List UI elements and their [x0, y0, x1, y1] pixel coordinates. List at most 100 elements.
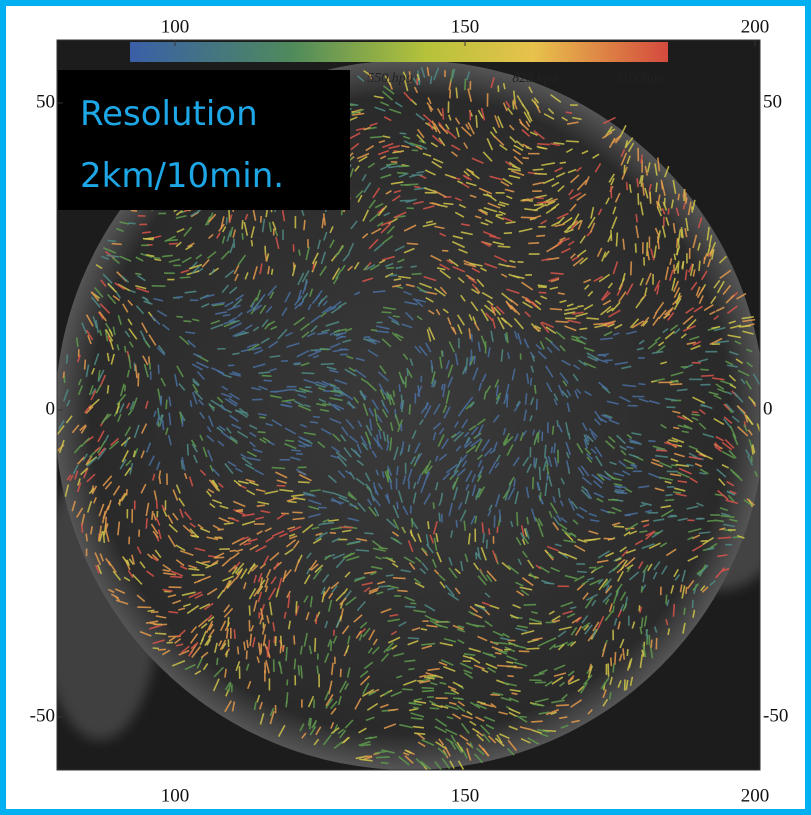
wind-vector: [508, 676, 514, 677]
y-tick-label: 0: [46, 398, 56, 419]
wind-vector: [281, 636, 282, 646]
wind-vector: [217, 658, 218, 665]
colorbar-label: 1100hpa: [616, 71, 664, 86]
wind-vector: [302, 373, 315, 374]
wind-vector: [700, 369, 709, 370]
wind-vector: [315, 638, 316, 652]
wind-vector: [631, 261, 632, 275]
wind-vector: [456, 520, 457, 528]
wind-vector: [399, 384, 400, 392]
colorbar: [130, 42, 668, 62]
wind-vector: [497, 665, 510, 666]
wind-vector: [528, 243, 539, 244]
wind-vector: [604, 538, 614, 539]
wind-vector: [269, 640, 270, 650]
wind-vector: [535, 385, 536, 394]
wind-vector: [577, 572, 587, 573]
wind-vector: [566, 112, 573, 113]
wind-vector: [624, 165, 625, 174]
wind-vector: [272, 269, 273, 275]
wind-vector: [381, 763, 389, 764]
wind-vector: [421, 629, 427, 630]
wind-vector: [226, 651, 227, 657]
wind-vector: [409, 404, 410, 414]
colorbar-label: 825.hpa: [512, 71, 558, 86]
wind-vector: [670, 384, 682, 385]
wind-vector: [474, 356, 475, 365]
wind-vector: [650, 191, 651, 204]
wind-vector: [225, 669, 226, 678]
wind-vector: [579, 328, 587, 329]
wind-vector: [631, 465, 637, 466]
wind-vector: [556, 705, 569, 706]
wind-vector: [692, 206, 693, 212]
wind-vector: [259, 417, 265, 418]
wind-vector: [296, 601, 297, 613]
wind-vector: [275, 636, 276, 646]
wind-vector: [534, 205, 544, 206]
wind-vector: [666, 495, 673, 496]
wind-vector: [646, 629, 647, 638]
wind-vector: [251, 240, 252, 246]
wind-vector: [551, 447, 552, 453]
wind-vector: [157, 500, 158, 509]
wind-vector: [555, 321, 568, 322]
wind-vector: [228, 365, 234, 366]
wind-vector: [407, 368, 408, 376]
wind-vector: [534, 458, 535, 467]
wind-vector: [160, 478, 161, 484]
wind-vector: [522, 158, 528, 159]
wind-vector: [158, 649, 166, 650]
wind-vector: [280, 646, 281, 653]
wind-vector: [487, 540, 488, 549]
wind-vector: [691, 414, 700, 415]
wind-vector: [397, 590, 407, 591]
wind-vector: [627, 182, 628, 190]
wind-vector: [557, 420, 558, 427]
wind-vector: [86, 534, 87, 542]
wind-vector: [313, 417, 320, 418]
wind-vector: [465, 79, 466, 91]
wind-vector: [331, 641, 332, 651]
wind-vector: [304, 220, 305, 230]
wind-vector: [422, 688, 434, 689]
wind-vector: [482, 522, 483, 533]
wind-vector: [317, 666, 318, 674]
wind-vector: [550, 309, 562, 310]
wind-vector: [371, 330, 377, 331]
wind-vector: [537, 202, 547, 203]
wind-vector: [443, 203, 453, 204]
wind-vector: [400, 133, 407, 134]
wind-vector: [370, 137, 382, 138]
wind-vector: [544, 583, 554, 584]
wind-vector: [534, 174, 547, 175]
wind-vector: [442, 384, 443, 390]
wind-vector: [673, 427, 679, 428]
wind-vector: [146, 518, 147, 529]
wind-vector: [334, 630, 335, 636]
wind-vector: [545, 445, 546, 458]
wind-vector: [524, 605, 537, 606]
wind-vector: [298, 482, 310, 483]
wind-vector: [651, 640, 652, 648]
wind-vector: [356, 550, 369, 551]
wind-vector: [539, 467, 540, 480]
wind-vector: [636, 214, 637, 222]
wind-vector: [476, 115, 477, 127]
x-tick-label: 200: [741, 16, 770, 37]
wind-vector: [432, 366, 433, 372]
wind-vector: [406, 376, 407, 387]
wind-vector: [286, 701, 287, 707]
wind-vector: [537, 144, 550, 145]
wind-vector: [668, 628, 669, 635]
wind-vector: [540, 492, 541, 500]
wind-vector: [674, 265, 675, 274]
wind-vector: [294, 658, 295, 669]
wind-vector: [538, 285, 547, 286]
wind-vector: [684, 189, 685, 201]
wind-vector: [674, 254, 675, 260]
wind-vector: [63, 372, 64, 378]
wind-vector: [170, 576, 182, 577]
wind-vector: [686, 587, 687, 594]
wind-vector: [507, 394, 508, 408]
